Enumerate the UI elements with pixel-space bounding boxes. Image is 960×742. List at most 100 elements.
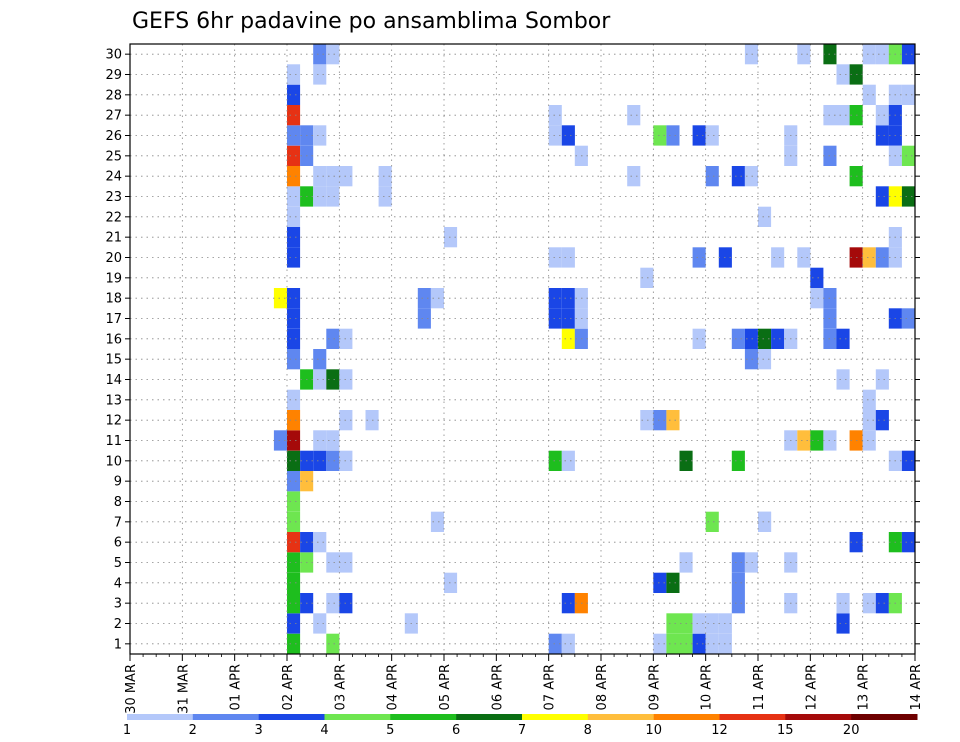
precip-cell [797, 430, 811, 451]
precip-cell [273, 430, 287, 451]
precip-cell [417, 288, 431, 309]
precip-cell [430, 288, 444, 309]
legend-swatch [719, 714, 786, 720]
x-axis: 30 MAR 31 MAR 01 APR 02 APR 03 APR 04 APR 05 A… [124, 654, 924, 714]
precip-cell [875, 186, 889, 207]
precip-cell [901, 450, 915, 471]
precip-cell [287, 206, 301, 227]
color-legend: 1 2 3 4 5 6 7 8 10 12 15 20 [123, 714, 918, 738]
legend-swatch [587, 714, 655, 720]
legend-swatch [653, 714, 720, 720]
x-tick-label: 07 APR [543, 664, 558, 710]
y-tick-label: 18 [105, 292, 122, 307]
y-axis: 1234567891011121314151617181920212223242… [105, 48, 920, 652]
precip-cell [313, 349, 327, 370]
y-tick-label: 30 [105, 48, 122, 63]
precip-cells [273, 44, 915, 654]
precip-cell [862, 84, 876, 105]
legend-label: 10 [645, 723, 662, 738]
x-tick-label: 30 MAR [124, 664, 139, 714]
precip-cell [875, 410, 889, 431]
precip-cell [771, 328, 785, 349]
y-tick-label: 9 [114, 475, 122, 490]
precip-cell [326, 593, 340, 614]
precip-cell [313, 186, 327, 207]
legend-label: 3 [255, 723, 263, 738]
legend-swatch [192, 714, 260, 720]
precip-cell [836, 64, 850, 85]
precip-cell [326, 369, 340, 390]
precip-cell [666, 613, 680, 634]
x-tick-label: 12 APR [804, 664, 819, 710]
precip-cell [548, 633, 562, 654]
precip-cell [561, 308, 575, 329]
precip-cell [744, 552, 758, 573]
precip-cell [444, 572, 458, 593]
x-tick-label: 03 APR [333, 664, 348, 710]
precip-cell [692, 247, 706, 268]
x-tick-label: 14 APR [909, 664, 924, 710]
precip-cell [901, 84, 915, 105]
precip-cell [287, 450, 301, 471]
precip-cell [378, 186, 392, 207]
y-tick-label: 8 [114, 495, 122, 510]
precip-cell [287, 349, 301, 370]
y-tick-label: 25 [105, 149, 122, 164]
y-tick-label: 12 [105, 414, 122, 429]
precip-cell [313, 369, 327, 390]
precip-cell [313, 430, 327, 451]
precip-cell [731, 552, 745, 573]
legend-label: 1 [123, 723, 131, 738]
precip-cell [326, 44, 340, 65]
legend-label: 12 [711, 723, 728, 738]
precip-cell [862, 247, 876, 268]
precip-cell [771, 247, 785, 268]
precip-cell [666, 125, 680, 146]
precip-cell [548, 450, 562, 471]
precip-cell [287, 491, 301, 512]
precip-cell [548, 247, 562, 268]
x-tick-label: 06 APR [490, 664, 505, 710]
precip-cell [561, 125, 575, 146]
precip-cell [705, 125, 719, 146]
legend-swatch [390, 714, 457, 720]
precip-cell [326, 186, 340, 207]
precip-cell [836, 613, 850, 634]
precip-cell [862, 389, 876, 410]
precip-cell [758, 349, 772, 370]
precip-cell [731, 166, 745, 187]
precip-cell [744, 328, 758, 349]
x-tick-label: 10 APR [700, 664, 715, 710]
legend-swatch [127, 714, 194, 720]
precip-cell [287, 328, 301, 349]
precip-cell [313, 44, 327, 65]
precip-cell [901, 44, 915, 65]
precip-cell [287, 613, 301, 634]
precip-cell [287, 308, 301, 329]
precip-cell [326, 328, 340, 349]
precip-cell [326, 633, 340, 654]
y-tick-label: 22 [105, 210, 122, 225]
precip-cell [326, 166, 340, 187]
precip-cell [810, 430, 824, 451]
legend-swatch [324, 714, 391, 720]
precip-cell [548, 125, 562, 146]
legend-label: 8 [584, 723, 592, 738]
precip-cell [666, 572, 680, 593]
precip-cell [862, 410, 876, 431]
precip-cell [901, 532, 915, 553]
precip-cell [692, 328, 706, 349]
precip-cell [561, 593, 575, 614]
precip-cell [287, 532, 301, 553]
precip-cell [836, 369, 850, 390]
y-tick-label: 20 [105, 251, 122, 266]
precip-cell [901, 145, 915, 166]
x-tick-label: 11 APR [752, 664, 767, 710]
precip-cell [326, 450, 340, 471]
precip-cell [627, 105, 641, 126]
precip-cell [561, 328, 575, 349]
precip-cell [810, 267, 824, 288]
precip-cell [548, 105, 562, 126]
legend-swatch [522, 714, 589, 720]
precip-cell [287, 64, 301, 85]
